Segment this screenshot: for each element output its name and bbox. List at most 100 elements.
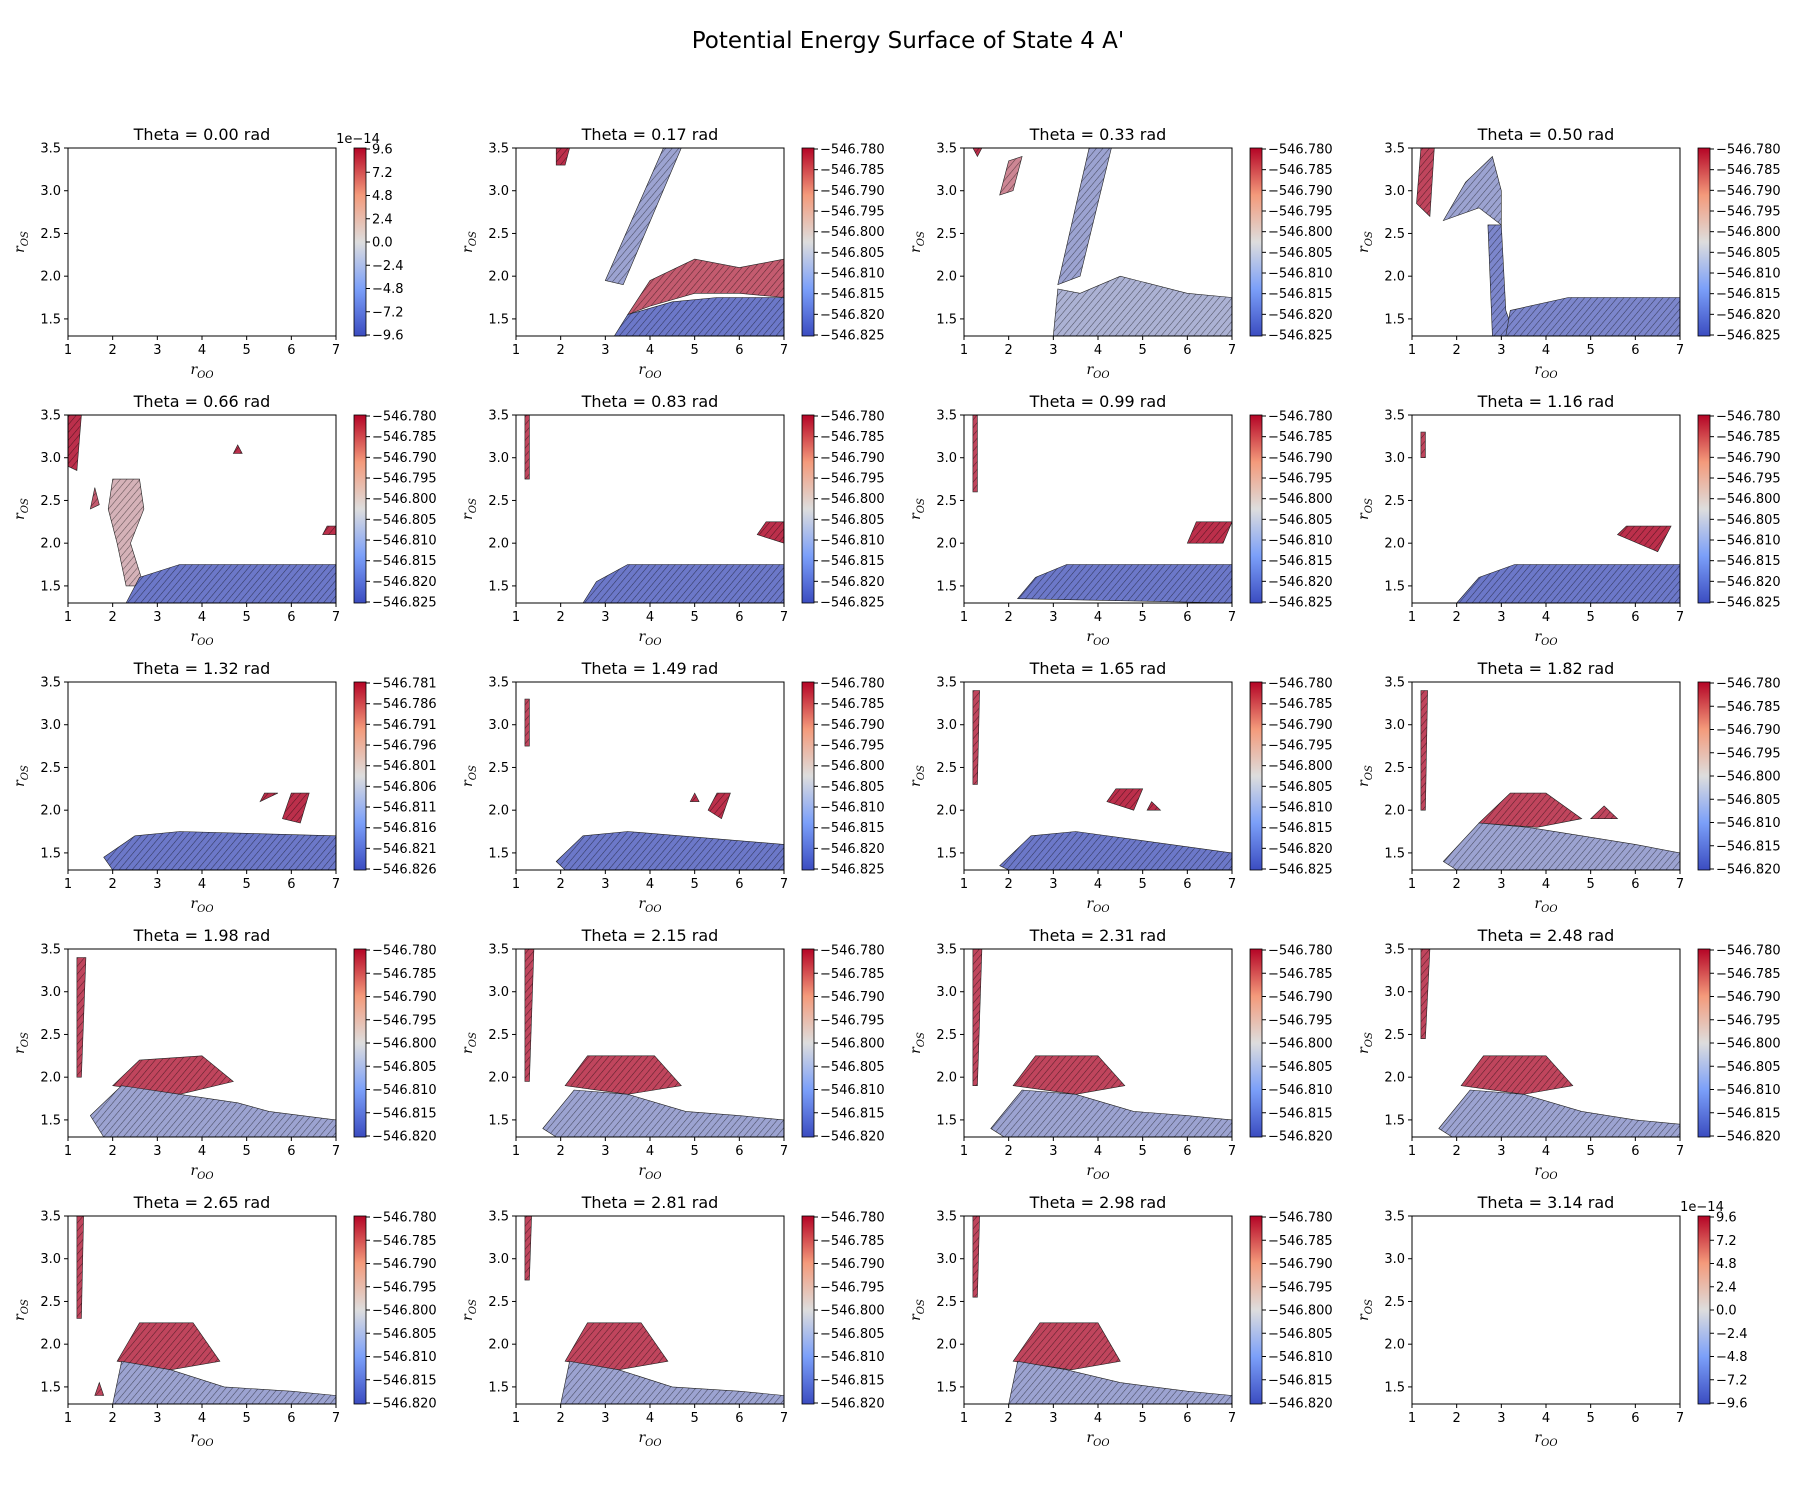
x-tick-label: 2 <box>109 343 117 358</box>
contour-lines <box>1487 224 1515 336</box>
x-tick-label: 6 <box>1631 877 1639 892</box>
colorbar-tick-label: −2.4 <box>1716 1327 1748 1342</box>
contour-lines <box>1187 521 1232 544</box>
contour-regions <box>103 792 336 870</box>
y-tick-label: 1.5 <box>1384 1113 1405 1128</box>
colorbar-tick-label: −546.800 <box>1716 770 1781 785</box>
contour-lines <box>605 148 682 285</box>
y-tick-label: 3.5 <box>40 943 61 958</box>
y-tick-label: 2.0 <box>40 270 61 285</box>
y-tick-label: 2.5 <box>936 227 957 242</box>
contour-lines <box>112 1055 234 1095</box>
subplot-title: Theta = 2.31 rad <box>1029 926 1167 945</box>
colorbar-tick-label: −546.780 <box>1268 410 1333 425</box>
x-tick-label: 6 <box>287 877 295 892</box>
x-tick-label: 5 <box>1139 1411 1147 1426</box>
x-tick-label: 1 <box>960 1411 968 1426</box>
x-tick-label: 6 <box>1631 1144 1639 1159</box>
colorbar <box>1697 948 1711 1138</box>
contour-lines <box>1147 801 1161 811</box>
x-tick-label: 6 <box>1631 610 1639 625</box>
colorbar-tick-label: −546.820 <box>820 842 885 857</box>
colorbar-tick-label: −546.820 <box>1268 1397 1333 1412</box>
colorbar-tick-label: −546.800 <box>372 1037 437 1052</box>
colorbar-tick-label: −546.805 <box>820 780 885 795</box>
subplot-title: Theta = 2.48 rad <box>1477 926 1615 945</box>
subplot-title: Theta = 0.99 rad <box>1029 392 1167 411</box>
contour-regions <box>972 415 1232 603</box>
colorbar-tick-label: −546.810 <box>820 1350 885 1365</box>
x-tick-label: 7 <box>1228 1144 1236 1159</box>
colorbar-tick-label: −546.810 <box>372 1350 437 1365</box>
contour-regions <box>972 949 1232 1137</box>
colorbar-tick-label: −546.825 <box>1268 863 1333 878</box>
subplot: Theta = 0.99 rad 1 2 3 4 5 6 7 1.5 2.0 2.5 3.0 3.5 rO… <box>908 392 1333 648</box>
contour-lines <box>556 831 784 870</box>
x-tick-label: 6 <box>287 1411 295 1426</box>
x-axis-label: rOO <box>1534 1163 1557 1182</box>
y-tick-label: 3.5 <box>40 142 61 157</box>
x-tick-label: 2 <box>109 1411 117 1426</box>
colorbar-tick-label: −546.815 <box>372 554 437 569</box>
colorbar-tick-label: −546.820 <box>1268 575 1333 590</box>
colorbar-tick-label: −546.825 <box>1268 596 1333 611</box>
colorbar-tick-label: −546.820 <box>1716 308 1781 323</box>
y-tick-label: 3.0 <box>936 184 957 199</box>
x-tick-label: 6 <box>735 343 743 358</box>
colorbar-tick-label: 0.0 <box>1716 1304 1737 1319</box>
y-tick-label: 2.0 <box>488 270 509 285</box>
colorbar-tick-label: −546.810 <box>1716 816 1781 831</box>
colorbar-tick-label: −546.780 <box>372 944 437 959</box>
subplot: Theta = 0.17 rad 1 2 3 4 5 6 7 1.5 2.0 2.5 3.0 3.5 rO… <box>460 125 885 381</box>
y-axis-label: rOS <box>1356 1299 1375 1321</box>
x-tick-label: 2 <box>109 610 117 625</box>
y-tick-label: 2.0 <box>1384 1071 1405 1086</box>
colorbar <box>801 681 815 871</box>
colorbar <box>801 414 815 604</box>
colorbar-tick-label: −546.795 <box>1716 746 1781 761</box>
colorbar-tick-label: −546.800 <box>1268 1304 1333 1319</box>
x-tick-label: 1 <box>960 877 968 892</box>
x-tick-label: 3 <box>601 877 609 892</box>
x-tick-label: 3 <box>601 343 609 358</box>
colorbar-tick-label: −546.780 <box>1716 143 1781 158</box>
colorbar-tick-label: 9.6 <box>372 143 393 158</box>
subplot-title: Theta = 1.98 rad <box>133 926 271 945</box>
colorbar-tick-label: −546.785 <box>820 697 885 712</box>
x-tick-label: 3 <box>153 1144 161 1159</box>
subplot-title: Theta = 0.17 rad <box>581 125 719 144</box>
contour-regions <box>1420 949 1680 1137</box>
colorbar-tick-label: −546.785 <box>1716 430 1781 445</box>
y-axis-label: rOS <box>1356 1032 1375 1054</box>
colorbar-tick-label: −546.795 <box>820 739 885 754</box>
y-tick-label: 3.0 <box>936 1252 957 1267</box>
x-tick-label: 7 <box>1228 1411 1236 1426</box>
y-axis-label: rOS <box>12 231 31 253</box>
y-tick-label: 2.0 <box>1384 270 1405 285</box>
colorbar-tick-label: −546.790 <box>372 1257 437 1272</box>
contour-lines <box>1013 1055 1125 1095</box>
contour-lines <box>68 415 82 471</box>
colorbar <box>353 147 367 337</box>
x-tick-label: 4 <box>198 1144 206 1159</box>
contour-lines <box>76 1216 84 1319</box>
subplot-title: Theta = 1.16 rad <box>1477 392 1615 411</box>
contour-lines <box>103 831 336 870</box>
x-tick-label: 5 <box>1139 343 1147 358</box>
colorbar-tick-label: −546.785 <box>1268 1234 1333 1249</box>
colorbar-tick-label: −546.780 <box>820 410 885 425</box>
y-tick-label: 2.0 <box>488 1071 509 1086</box>
contour-lines <box>524 699 530 747</box>
contour-regions <box>524 698 784 870</box>
y-axis-label: rOS <box>908 231 927 253</box>
contour-regions <box>1420 431 1680 603</box>
x-tick-label: 4 <box>1542 1144 1550 1159</box>
x-tick-label: 3 <box>1049 1144 1057 1159</box>
x-tick-label: 2 <box>1453 1144 1461 1159</box>
y-tick-label: 2.5 <box>1384 1028 1405 1043</box>
colorbar-tick-label: −546.815 <box>372 1373 437 1388</box>
x-tick-label: 6 <box>735 877 743 892</box>
colorbar-tick-label: −546.795 <box>1716 472 1781 487</box>
contour-lines <box>1438 1090 1680 1137</box>
x-tick-label: 7 <box>780 877 788 892</box>
